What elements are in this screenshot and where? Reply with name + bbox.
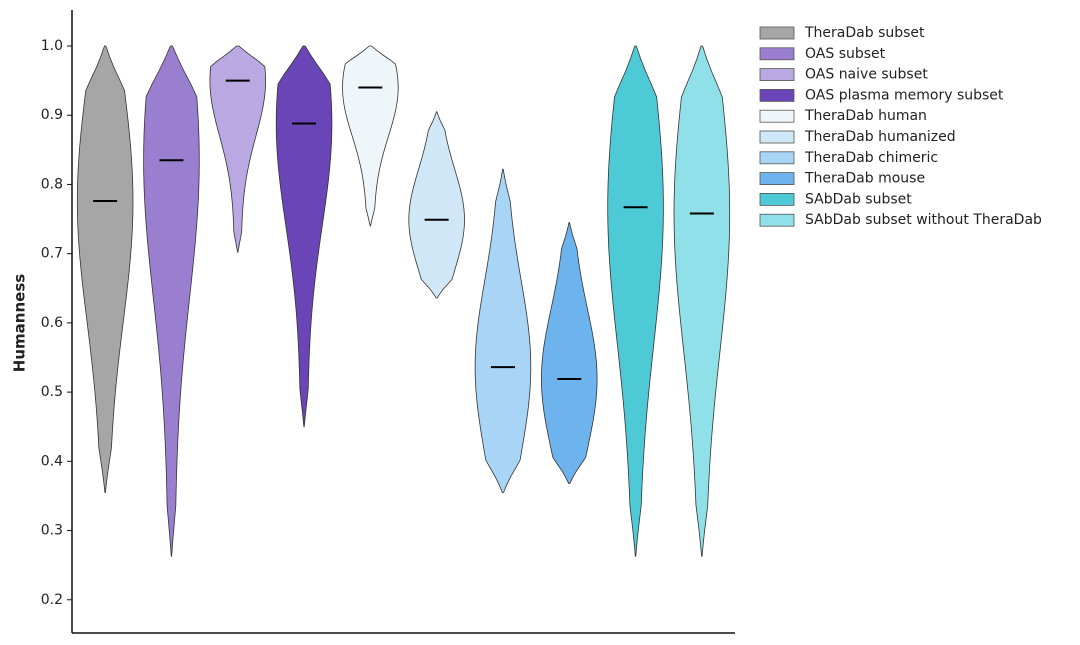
legend-label: TheraDab subset	[804, 25, 925, 41]
legend-label: OAS plasma memory subset	[805, 87, 1004, 103]
legend-label: OAS subset	[805, 46, 886, 62]
legend-swatch	[759, 68, 795, 81]
legend-swatch	[759, 192, 795, 206]
legend-swatch	[759, 109, 795, 123]
y-tick-label: 0.9	[41, 107, 63, 123]
violin	[474, 168, 532, 493]
y-tick-label: 1.0	[41, 38, 63, 54]
y-tick-label: 0.4	[41, 453, 63, 469]
y-axis-label: Humanness	[11, 274, 29, 372]
violin	[76, 45, 134, 493]
legend-label: SAbDab subset	[805, 191, 912, 207]
legend-label: TheraDab chimeric	[804, 150, 938, 166]
legend-label: OAS naive subset	[805, 67, 928, 83]
y-tick-label: 0.8	[41, 176, 63, 192]
y-tick-label: 0.2	[41, 592, 63, 608]
legend-label: TheraDab humanized	[804, 129, 956, 145]
legend-label: TheraDab human	[804, 108, 927, 124]
violin	[541, 222, 598, 484]
y-tick-label: 0.5	[41, 384, 63, 400]
violin	[275, 45, 333, 428]
violin	[209, 45, 266, 253]
violin	[408, 111, 465, 299]
legend-swatch	[759, 89, 795, 102]
violin	[607, 45, 664, 557]
violin	[342, 45, 399, 227]
legend-swatch	[759, 130, 795, 144]
legend-swatch	[759, 26, 795, 40]
legend-swatch	[759, 213, 795, 227]
legend-swatch	[759, 47, 795, 61]
violin	[673, 45, 731, 557]
legend-swatch	[759, 151, 795, 165]
y-tick-label: 0.3	[41, 523, 63, 539]
violin	[143, 45, 200, 557]
legend-swatch	[759, 172, 795, 186]
legend-label: SAbDab subset without TheraDab	[805, 212, 1042, 228]
y-tick-label: 0.6	[41, 315, 63, 331]
legend-label: TheraDab mouse	[804, 171, 925, 187]
y-tick-label: 0.7	[41, 246, 63, 262]
